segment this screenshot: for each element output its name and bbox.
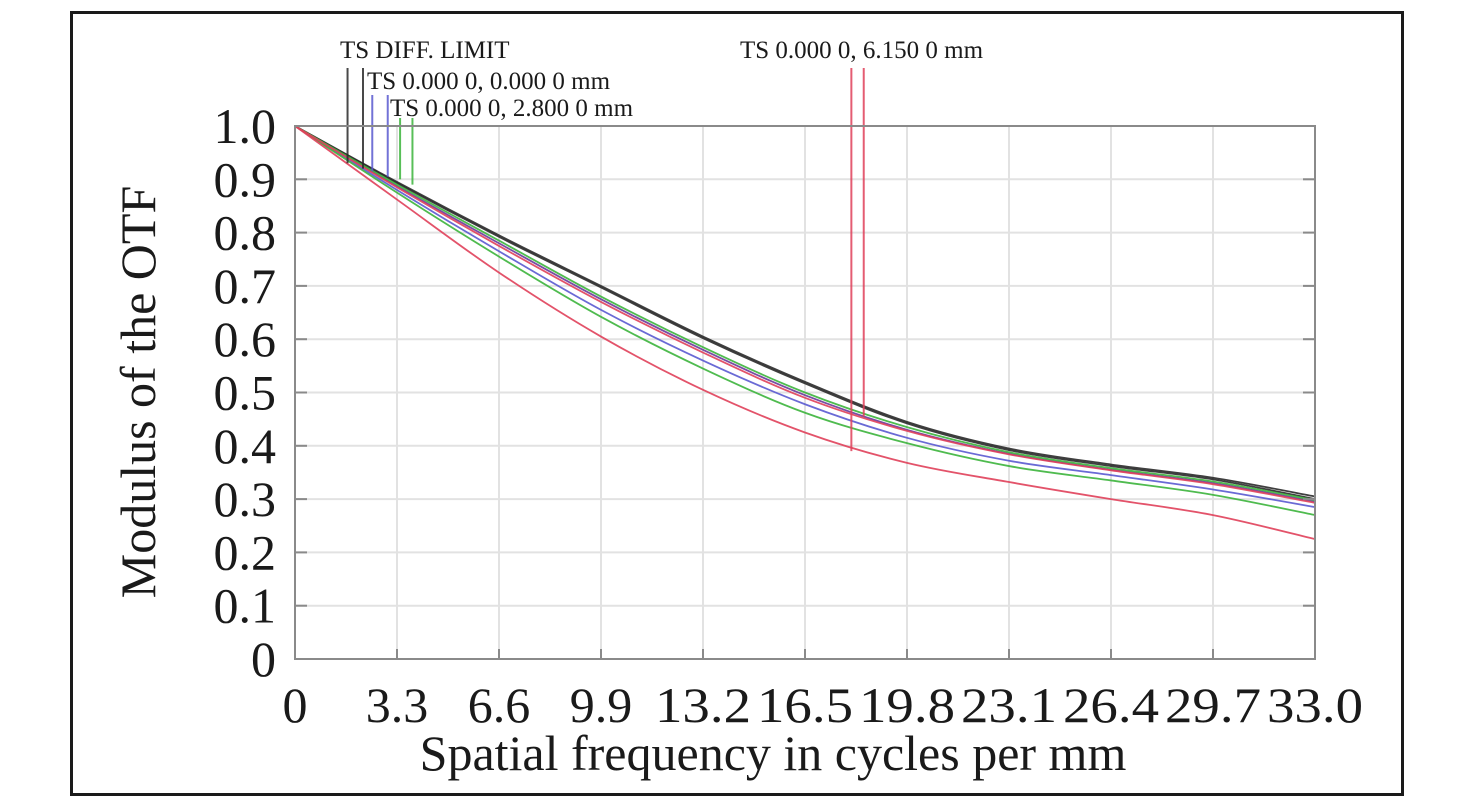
series-line-7: [294, 125, 1316, 540]
series-line-3: [294, 125, 1316, 508]
y-tick-label: 0.1: [214, 578, 277, 634]
y-tick-label: 0: [251, 631, 276, 687]
y-tick-label: 0.5: [214, 365, 277, 421]
x-tick-label: 3.3: [366, 677, 429, 733]
x-tick-labels: 0 3.3 6.6 9.9 13.2 16.5 19.8 23.1 26.4 29.7 33.0: [283, 677, 1364, 733]
y-tick-label: 1.0: [214, 98, 277, 154]
legend-label: TS 0.000 0, 6.150 0 mm: [740, 37, 984, 64]
grid-lines: [295, 126, 1315, 659]
y-tick-label: 0.2: [214, 524, 277, 580]
series-lines: [294, 125, 1316, 540]
x-axis-label: Spatial frequency in cycles per mm: [420, 725, 1127, 781]
series-line-0: [294, 125, 1316, 498]
y-tick-label: 0.8: [214, 205, 277, 261]
y-tick-label: 0.9: [214, 151, 277, 207]
y-tick-label: 0.7: [214, 258, 277, 314]
series-line-6: [294, 125, 1316, 504]
legend-label: TS 0.000 0, 2.800 0 mm: [390, 95, 634, 122]
y-tick-label: 0.6: [214, 311, 277, 367]
x-tick-label: 26.4: [1063, 677, 1159, 733]
x-tick-label: 33.0: [1267, 677, 1363, 733]
series-line-4: [294, 125, 1316, 502]
y-tick-labels: 00.10.20.30.40.50.60.70.80.91.0: [214, 98, 277, 687]
chart-frame: [70, 11, 1404, 796]
y-tick-label: 0.3: [214, 471, 277, 527]
series-line-5: [294, 125, 1316, 516]
x-tick-label: 9.9: [570, 677, 633, 733]
x-tick-label: 29.7: [1165, 677, 1261, 733]
series-line-1: [294, 125, 1316, 500]
x-tick-label: 16.5: [757, 677, 853, 733]
x-tick-label: 13.2: [655, 677, 751, 733]
axis-ticks: [294, 125, 1316, 660]
y-tick-label: 0.4: [214, 418, 277, 474]
y-axis-label: Modulus of the OTF: [110, 186, 166, 599]
legend-label: TS DIFF. LIMIT: [340, 37, 510, 64]
legend-label: TS 0.000 0, 0.000 0 mm: [367, 68, 611, 95]
x-tick-label: 23.1: [961, 677, 1057, 733]
x-tick-label: 19.8: [859, 677, 955, 733]
x-tick-label: 6.6: [468, 677, 531, 733]
x-tick-label: 0: [283, 677, 308, 733]
